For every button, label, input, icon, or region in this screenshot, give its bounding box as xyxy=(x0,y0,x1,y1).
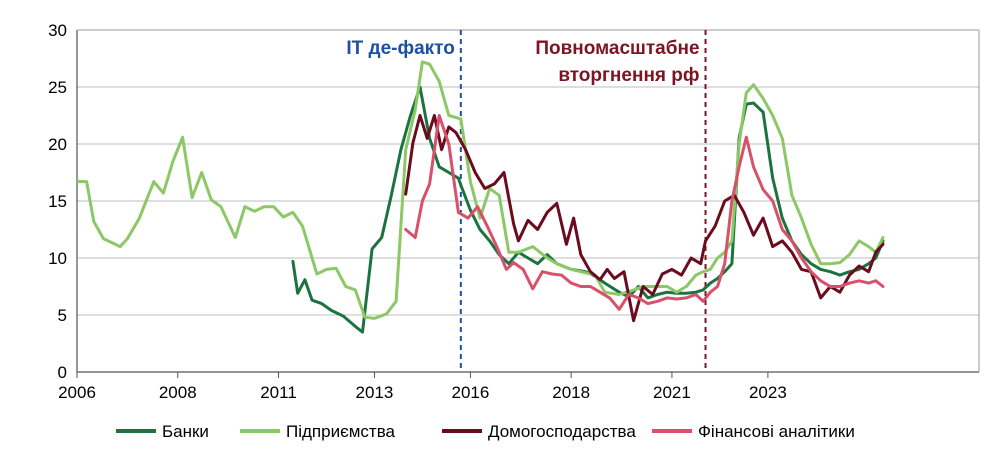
y-tick-label: 15 xyxy=(48,192,67,211)
x-tick-label: 2023 xyxy=(749,383,787,402)
annotation-label-1: ІТ де-факто xyxy=(346,38,454,59)
x-tick-label: 2018 xyxy=(552,383,590,402)
x-tick-label: 2013 xyxy=(356,383,394,402)
legend-label-3: Домогосподарства xyxy=(488,422,636,441)
series-lines xyxy=(77,60,885,334)
annotation-label-2: вторгнення рф xyxy=(558,65,699,86)
series-line-3 xyxy=(404,114,885,323)
annotations: ІТ де-факто Повномасштабне вторгнення рф xyxy=(346,30,707,372)
axes: 0 5 10 15 20 25 30 2006 2008 2011 2013 2016 2018 2021… xyxy=(48,21,980,402)
y-tick-label: 0 xyxy=(58,363,67,382)
legend-label-4: Фінансові аналітики xyxy=(698,422,855,441)
legend-label-1: Банки xyxy=(162,422,209,441)
y-tick-label: 30 xyxy=(48,21,67,40)
y-tick-label: 5 xyxy=(58,306,67,325)
annotation-label-2: Повномасштабне xyxy=(535,38,699,59)
x-tick-label: 2016 xyxy=(452,383,490,402)
x-tick-label: 2006 xyxy=(58,383,96,402)
y-tick-label: 10 xyxy=(48,249,67,268)
y-tick-label: 25 xyxy=(48,78,67,97)
legend: Банки Підприємства Домогосподарства Фінансо… xyxy=(116,422,855,441)
legend-label-2: Підприємства xyxy=(286,422,396,441)
series-line-4 xyxy=(404,114,885,311)
y-tick-label: 20 xyxy=(48,135,67,154)
series-line-1 xyxy=(291,85,885,334)
series-line-2 xyxy=(77,60,885,320)
x-tick-label: 2008 xyxy=(159,383,197,402)
x-tick-label: 2011 xyxy=(260,383,297,402)
x-tick-label: 2021 xyxy=(653,383,691,402)
